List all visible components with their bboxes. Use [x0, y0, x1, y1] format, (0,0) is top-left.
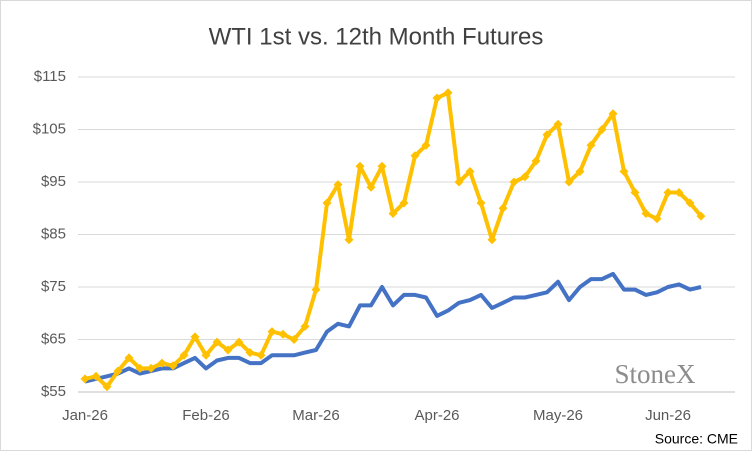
marker: [212, 337, 222, 347]
marker: [465, 167, 475, 176]
marker: [366, 182, 376, 192]
marker: [124, 353, 134, 363]
marker: [168, 361, 178, 371]
marker: [630, 188, 640, 197]
marker: [597, 125, 607, 134]
marker: [300, 321, 310, 331]
marker: [410, 151, 420, 161]
y-tick-label: $55: [41, 383, 66, 400]
y-tick-label: $85: [41, 225, 66, 242]
marker: [487, 235, 497, 245]
y-tick-label: $115: [34, 68, 66, 85]
marker: [135, 363, 145, 373]
marker: [685, 198, 695, 208]
y-tick-label: $105: [33, 120, 66, 137]
marker: [179, 350, 189, 360]
marker: [388, 209, 398, 218]
marker: [674, 188, 684, 197]
marker: [476, 198, 486, 208]
marker: [146, 363, 156, 373]
x-tick-label: May-26: [533, 407, 583, 424]
marker: [113, 366, 123, 376]
x-tick-label: Apr-26: [414, 407, 459, 424]
marker: [322, 198, 332, 208]
logo: StoneX: [615, 359, 697, 389]
y-tick-label: $95: [41, 173, 66, 190]
line: [84, 271, 702, 384]
y-tick-label: $75: [41, 278, 66, 295]
marker: [256, 350, 266, 360]
marker: [575, 167, 585, 176]
marker: [608, 109, 618, 119]
marker: [432, 93, 442, 103]
x-tick-label: Jun-26: [645, 407, 691, 424]
marker: [234, 337, 244, 347]
marker: [443, 88, 453, 98]
marker: [399, 198, 409, 208]
marker: [619, 167, 629, 176]
marker: [344, 235, 354, 245]
marker: [289, 335, 299, 344]
marker: [421, 140, 431, 150]
x-tick-label: Jan-26: [62, 407, 108, 424]
marker: [377, 161, 387, 171]
marker: [663, 188, 673, 197]
marker: [102, 382, 112, 392]
x-tick-label: Mar-26: [292, 407, 340, 424]
marker: [157, 358, 167, 368]
marker: [696, 211, 706, 221]
marker: [278, 329, 288, 339]
x-tick-label: Feb-26: [182, 407, 230, 424]
marker: [652, 214, 662, 224]
y-tick-label: $65: [41, 330, 66, 347]
marker: [586, 140, 596, 150]
marker: [520, 172, 530, 182]
marker: [542, 130, 552, 140]
marker: [80, 374, 90, 384]
marker: [641, 209, 651, 218]
marker: [355, 161, 365, 171]
marker: [223, 345, 233, 355]
marker: [564, 177, 574, 187]
marker: [190, 332, 200, 342]
marker: [201, 350, 211, 360]
marker: [531, 156, 541, 166]
marker: [267, 327, 277, 337]
marker: [498, 203, 508, 213]
marker: [454, 177, 464, 187]
marker: [553, 119, 563, 129]
marker: [333, 180, 343, 190]
marker: [91, 371, 101, 381]
chart-title: WTI 1st vs. 12th Month Futures: [209, 23, 544, 50]
marker: [311, 285, 321, 295]
source: Source: CME: [655, 431, 738, 447]
marker: [245, 348, 255, 358]
marker: [509, 177, 519, 187]
